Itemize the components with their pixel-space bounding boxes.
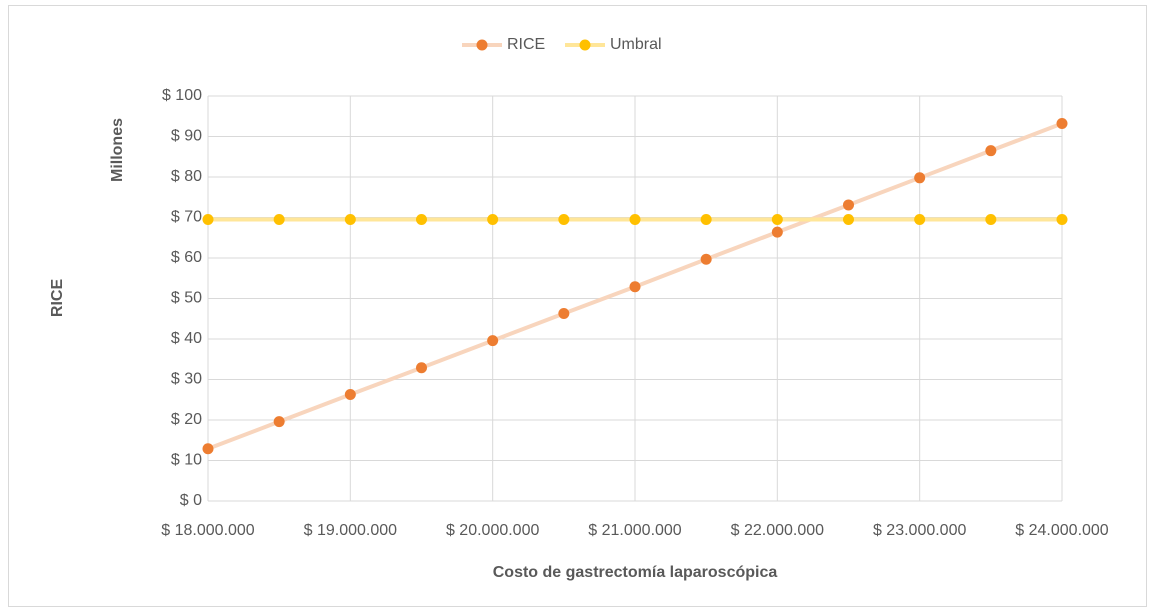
- x-tick-label: $ 23.000.000: [873, 522, 967, 539]
- y-tick-label: $ 90: [171, 128, 202, 145]
- data-point: [1056, 214, 1068, 226]
- y-tick-label: $ 70: [171, 209, 202, 226]
- data-point: [629, 281, 641, 293]
- data-point: [1056, 118, 1068, 130]
- data-point: [202, 214, 214, 226]
- data-point: [700, 214, 712, 226]
- y-tick-label: $ 40: [171, 330, 202, 347]
- legend-marker: [579, 39, 591, 51]
- data-point: [914, 214, 926, 226]
- y-unit-label: Millones: [109, 118, 126, 182]
- legend-label: Umbral: [610, 36, 662, 53]
- data-point: [558, 307, 570, 319]
- data-point: [700, 253, 712, 265]
- data-point: [273, 214, 285, 226]
- x-tick-label: $ 20.000.000: [446, 522, 540, 539]
- data-point: [273, 416, 285, 428]
- y-tick-label: $ 0: [180, 492, 202, 509]
- x-tick-label: $ 22.000.000: [731, 522, 825, 539]
- data-point: [985, 214, 997, 226]
- y-tick-label: $ 80: [171, 168, 202, 185]
- data-point: [771, 214, 783, 226]
- data-point: [914, 172, 926, 184]
- x-tick-label: $ 18.000.000: [161, 522, 255, 539]
- y-tick-label: $ 20: [171, 411, 202, 428]
- legend-label: RICE: [507, 36, 545, 53]
- x-axis-title: Costo de gastrectomía laparoscópica: [493, 564, 778, 581]
- y-tick-label: $ 50: [171, 290, 202, 307]
- data-point: [202, 443, 214, 455]
- y-tick-label: $ 100: [162, 87, 202, 104]
- data-point: [558, 214, 570, 226]
- x-tick-label: $ 24.000.000: [1015, 522, 1109, 539]
- data-point: [487, 335, 499, 347]
- legend-marker: [476, 39, 488, 51]
- y-tick-label: $ 60: [171, 249, 202, 266]
- y-tick-label: $ 30: [171, 371, 202, 388]
- chart-frame: [8, 5, 1147, 607]
- x-tick-label: $ 19.000.000: [304, 522, 398, 539]
- data-point: [416, 362, 427, 374]
- data-point: [771, 226, 783, 238]
- data-point: [843, 199, 854, 211]
- data-point: [344, 388, 356, 400]
- x-tick-label: $ 21.000.000: [588, 522, 682, 539]
- y-axis-title: RICE: [49, 279, 66, 318]
- data-point: [416, 214, 427, 226]
- data-point: [843, 214, 854, 226]
- data-point: [487, 214, 499, 226]
- data-point: [344, 214, 356, 226]
- data-point: [629, 214, 641, 226]
- y-tick-label: $ 10: [171, 452, 202, 469]
- data-point: [985, 145, 997, 157]
